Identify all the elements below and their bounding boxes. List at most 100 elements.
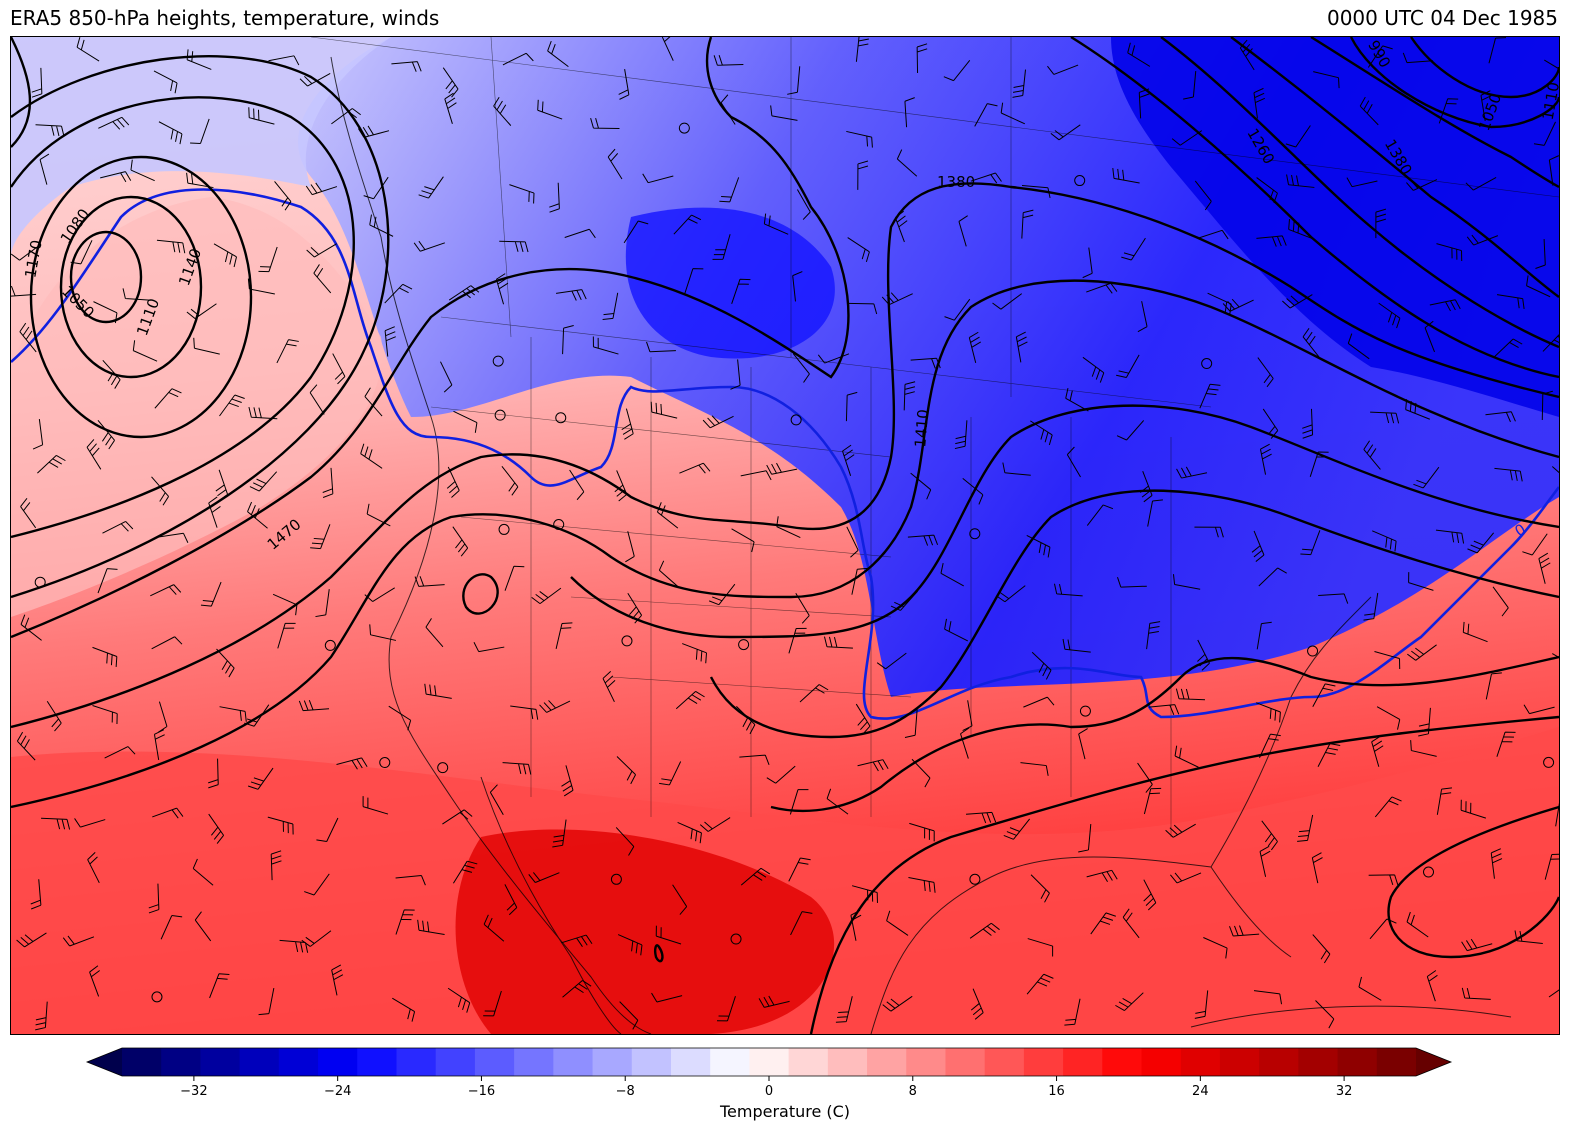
wind-barb xyxy=(1062,638,1091,653)
wind-barb xyxy=(132,340,158,362)
wind-barb xyxy=(148,883,160,914)
wind-barb xyxy=(1255,702,1281,723)
wind-barb xyxy=(30,879,42,910)
wind-barb xyxy=(418,176,444,199)
colorbar-bin xyxy=(1023,1048,1064,1076)
wind-barb xyxy=(684,268,704,294)
wind-barb xyxy=(219,394,245,417)
wind-barb xyxy=(1139,470,1153,503)
wind-barb xyxy=(1436,787,1453,815)
wind-barb xyxy=(493,96,512,126)
wind-barb xyxy=(826,788,849,815)
wind-barb xyxy=(46,701,62,732)
wind-barb xyxy=(1496,294,1525,310)
colorbar-bin xyxy=(435,1048,476,1076)
wind-barb xyxy=(62,935,95,947)
colorbar-bin xyxy=(1298,1048,1339,1076)
wind-barb xyxy=(1053,583,1083,597)
wind-barb xyxy=(1313,71,1340,89)
wind-barb xyxy=(504,565,525,591)
wind-barb xyxy=(186,49,212,70)
wind-barb xyxy=(651,992,683,1003)
wind-barb xyxy=(310,524,331,550)
wind-barb xyxy=(316,817,339,842)
wind-barb xyxy=(1078,823,1092,853)
wind-barb xyxy=(1194,526,1224,538)
wind-barb xyxy=(1000,102,1026,125)
wind-barb xyxy=(395,875,426,886)
wind-barb xyxy=(424,683,452,699)
colorbar-tick-label: 16 xyxy=(1048,1084,1065,1099)
wind-barb xyxy=(1548,989,1559,998)
wind-barb xyxy=(1282,294,1313,309)
wind-barb xyxy=(104,746,136,759)
wind-barb xyxy=(790,911,813,936)
wind-barb xyxy=(20,498,37,529)
wind-barb xyxy=(244,704,270,727)
calm-wind-circle xyxy=(324,639,336,651)
calm-wind-circle xyxy=(34,576,46,588)
wind-barb xyxy=(447,987,471,1013)
wind-barb xyxy=(1526,275,1551,298)
wind-barb xyxy=(1466,234,1499,246)
wind-barb xyxy=(1031,651,1052,680)
wind-barb xyxy=(86,439,102,470)
wind-barb xyxy=(1461,987,1491,1000)
wind-barb xyxy=(713,55,744,66)
wind-barb xyxy=(619,1001,639,1030)
wind-barb xyxy=(1376,706,1401,730)
wind-barb xyxy=(489,784,504,816)
wind-barb xyxy=(655,925,682,945)
wind-barb xyxy=(758,995,790,1008)
wind-barb xyxy=(1047,64,1079,75)
wind-barb xyxy=(1030,874,1050,903)
wind-barb xyxy=(102,359,121,389)
wind-barb xyxy=(76,37,100,62)
wind-barb xyxy=(1258,567,1287,587)
wind-barb xyxy=(322,467,334,498)
freezing-line xyxy=(11,188,1559,720)
wind-barb xyxy=(792,353,810,383)
wind-barb xyxy=(740,867,771,886)
wind-barb xyxy=(1302,328,1320,358)
wind-barb xyxy=(817,353,850,364)
wind-barb xyxy=(357,125,390,138)
wind-barb xyxy=(1253,990,1283,1005)
wind-barb xyxy=(1408,572,1434,591)
wind-barb xyxy=(35,1001,48,1031)
wind-barb xyxy=(1138,88,1150,119)
colorbar-bin xyxy=(710,1048,750,1076)
wind-barb xyxy=(910,357,941,369)
wind-barb xyxy=(528,872,560,883)
wind-barb xyxy=(642,173,674,184)
wind-barb xyxy=(151,636,183,650)
wind-barb xyxy=(369,624,397,641)
wind-barb xyxy=(1259,443,1272,475)
wind-barb xyxy=(1229,925,1260,937)
calm-wind-circle xyxy=(1074,175,1086,187)
colorbar: −32 −24 −16 −8 0 8 16 24 32 xyxy=(85,1047,1453,1099)
wind-barb xyxy=(1021,209,1034,239)
colorbar-bin xyxy=(357,1048,398,1076)
wind-barb xyxy=(1064,998,1081,1026)
wind-barb xyxy=(364,387,383,417)
wind-barb xyxy=(1065,388,1089,412)
wind-barb xyxy=(442,67,459,98)
calm-wind-circle xyxy=(678,122,690,134)
wind-barb xyxy=(270,850,282,881)
colorbar-bin xyxy=(200,1048,241,1076)
wind-barb xyxy=(1288,218,1314,240)
wind-barb xyxy=(510,705,539,720)
wind-barb xyxy=(719,177,740,203)
wind-barb xyxy=(1315,1000,1335,1029)
wind-barb xyxy=(850,909,862,941)
wind-barb xyxy=(562,980,592,998)
wind-barb xyxy=(100,171,132,183)
calm-wind-circle xyxy=(494,409,506,421)
wind-barb xyxy=(770,105,798,121)
wind-barb xyxy=(896,149,918,177)
wind-barb xyxy=(881,292,913,306)
colorbar-bin xyxy=(396,1048,437,1076)
wind-barb xyxy=(1143,879,1157,911)
wind-barb xyxy=(364,587,395,602)
